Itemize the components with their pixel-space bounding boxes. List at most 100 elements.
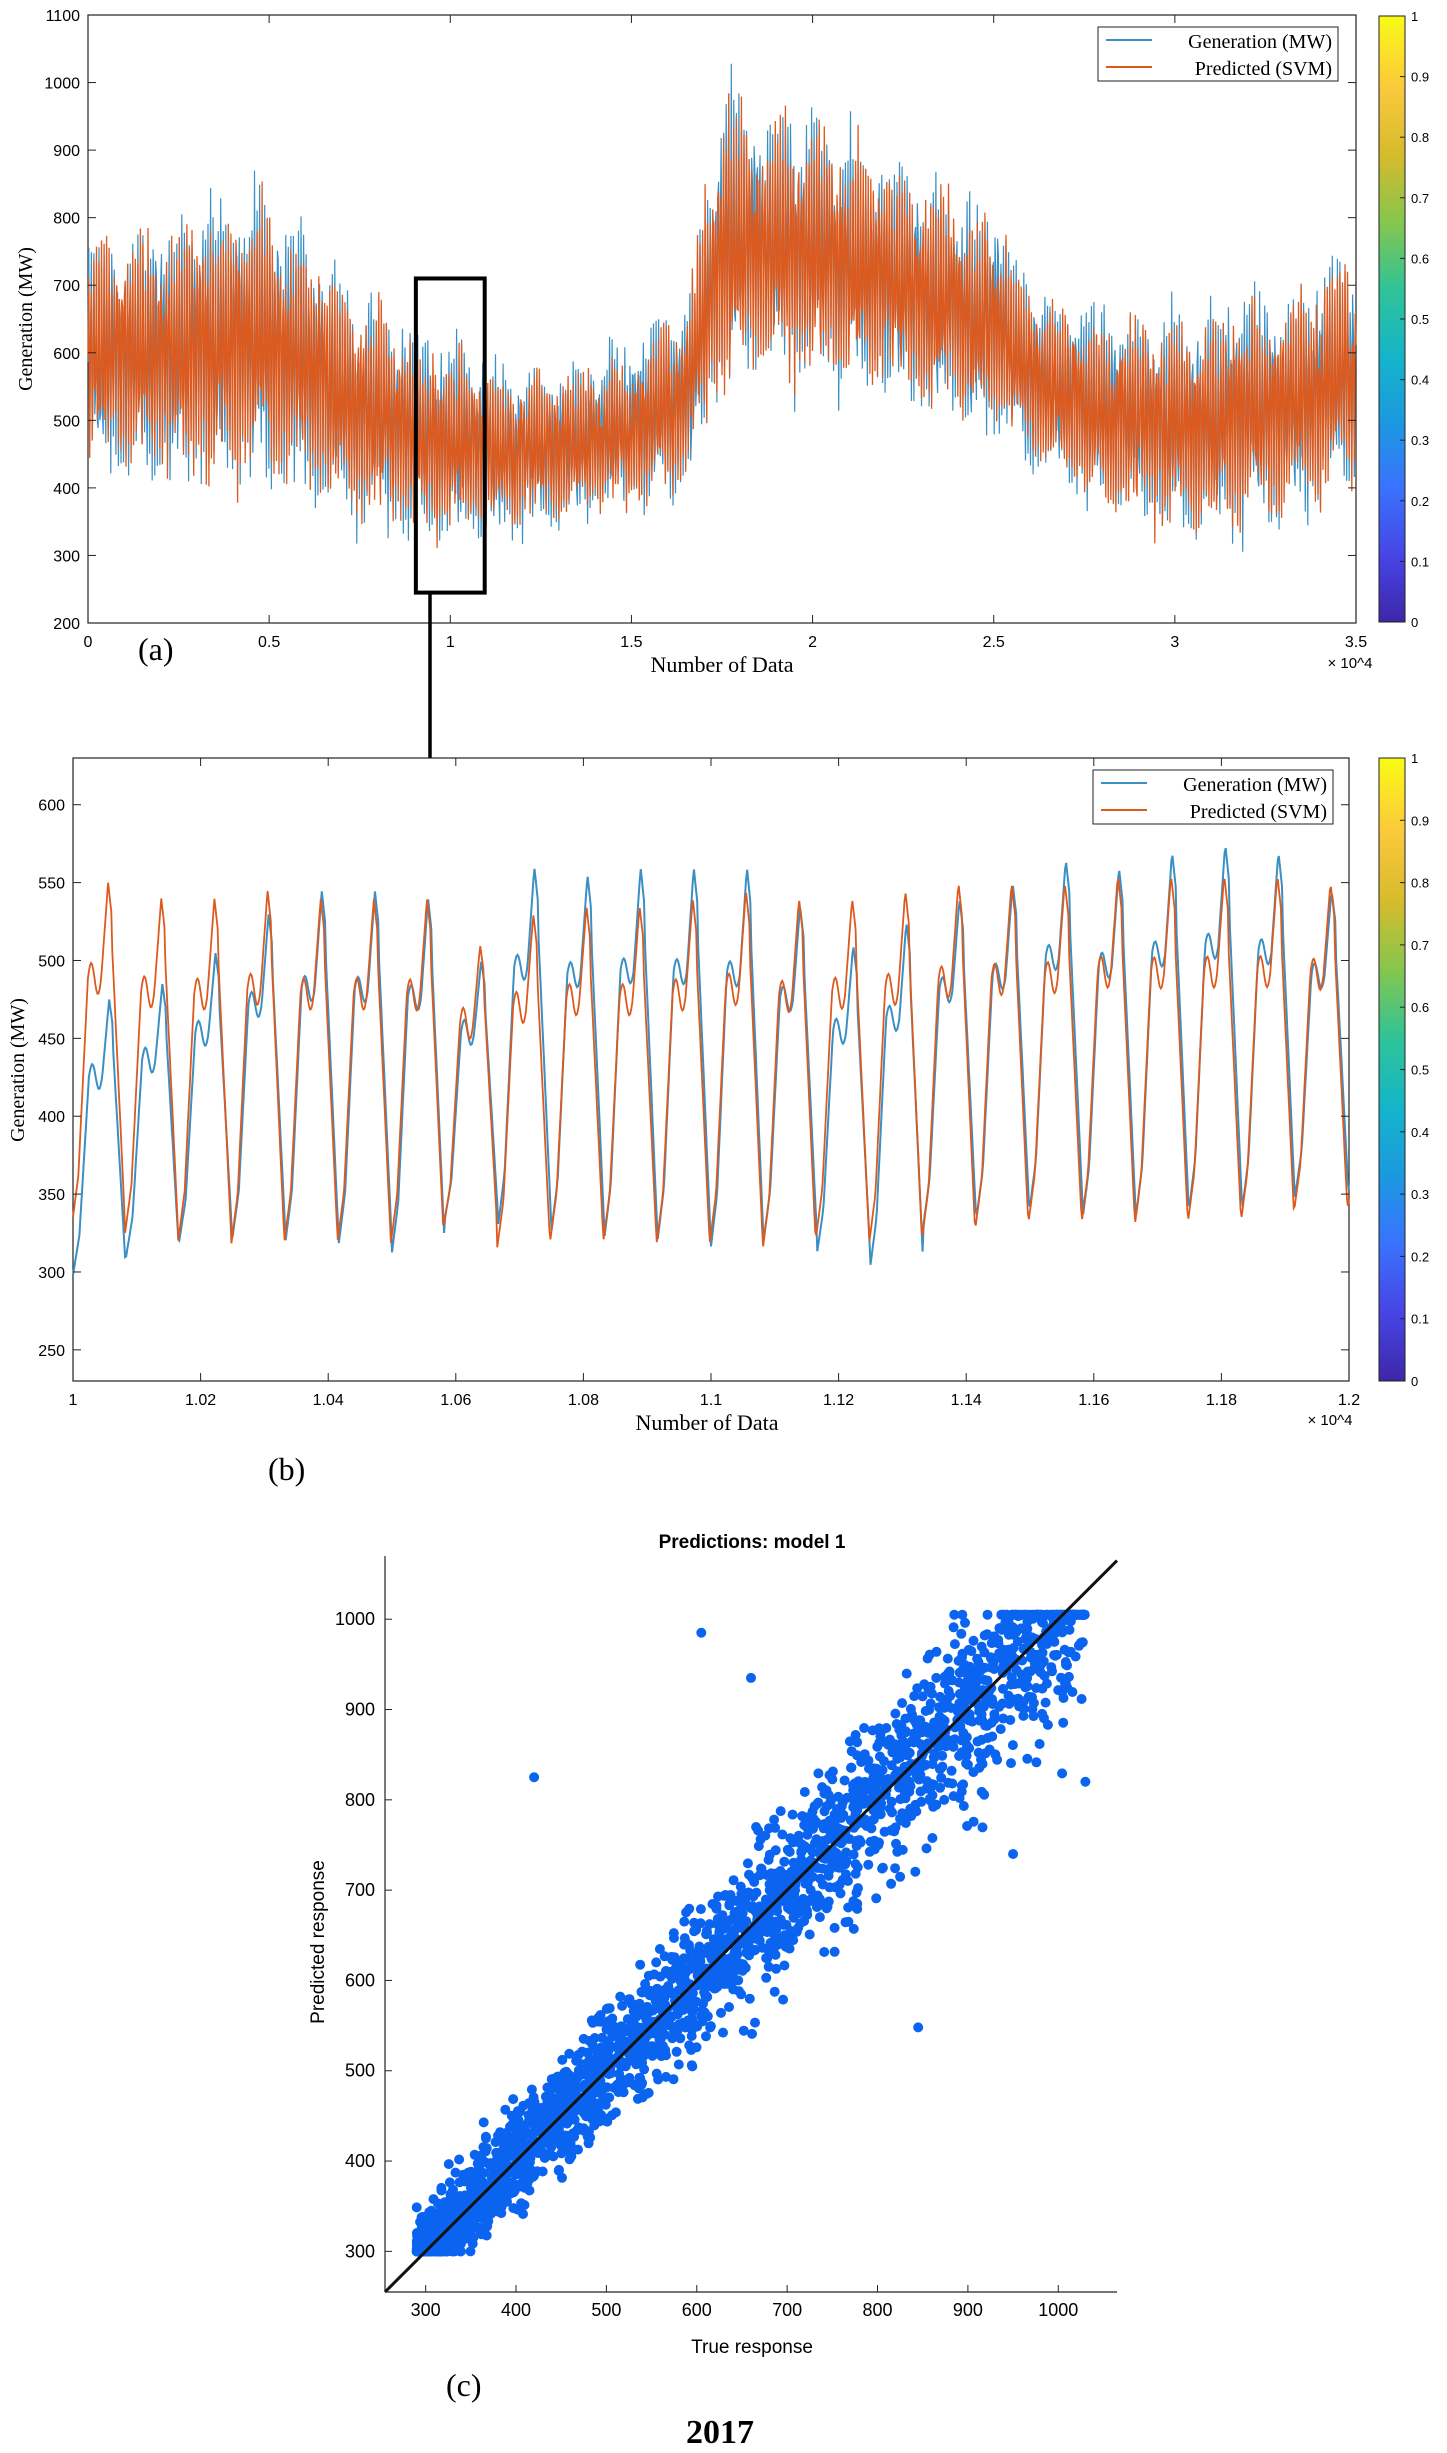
scatter-point: [704, 1919, 715, 1930]
y-tick-label: 1000: [335, 1609, 375, 1629]
scatter-point: [1022, 1753, 1033, 1764]
scatter-point: [731, 1943, 742, 1954]
scatter-point: [444, 2177, 455, 2188]
x-tick-label: 1.04: [313, 1392, 344, 1409]
colorbar-tick-label: 0.2: [1411, 1249, 1429, 1264]
scatter-point: [863, 1778, 874, 1789]
scatter-point: [554, 2073, 565, 2084]
scatter-point: [987, 1731, 998, 1742]
scatter-point: [886, 1825, 897, 1836]
scatter-point: [846, 1762, 856, 1773]
scatter-point: [744, 1931, 755, 1942]
scatter-point: [540, 2115, 551, 2125]
scatter-point: [949, 1609, 960, 1620]
scatter-point: [942, 1694, 953, 1705]
scatter-point: [840, 1917, 851, 1928]
scatter-point: [915, 1769, 926, 1780]
scatter-point: [589, 2033, 600, 2043]
scatter-point: [1059, 1644, 1070, 1655]
scatter-point: [948, 1622, 959, 1633]
scatter-point: [764, 1823, 774, 1834]
scatter-point: [498, 2134, 509, 2145]
scatter-point: [687, 2061, 698, 2072]
scatter-point: [859, 1723, 870, 1733]
scatter-point: [1033, 1650, 1044, 1661]
scatter-point: [1050, 1628, 1061, 1639]
y-tick-label: 900: [53, 143, 80, 160]
scatter-point: [467, 2184, 478, 2195]
scatter-point: [949, 1639, 960, 1650]
scatter-point: [935, 1763, 946, 1774]
scatter-point: [1022, 1623, 1033, 1634]
scatter-point: [644, 1990, 655, 2001]
scatter-point: [602, 2113, 612, 2124]
scatter-point: [804, 1929, 815, 1940]
scatter-point: [509, 2120, 520, 2131]
scatter-point: [850, 1868, 861, 1879]
y-tick-label: 300: [345, 2241, 375, 2261]
scatter-point: [1076, 1694, 1087, 1704]
scatter-point: [546, 2074, 557, 2085]
scatter-point: [906, 1811, 917, 1822]
scatter-point: [751, 1887, 762, 1898]
scatter-point: [659, 2020, 670, 2031]
colorbar-tick-label: 0: [1411, 1374, 1418, 1389]
scatter-point: [979, 1647, 990, 1658]
scatter-point: [955, 1714, 966, 1725]
scatter-point: [895, 1774, 906, 1785]
scatter-point: [973, 1747, 984, 1758]
x-tick-label: 1.18: [1206, 1392, 1237, 1409]
scatter-point: [848, 1923, 859, 1934]
scatter-point: [977, 1822, 988, 1833]
scatter-point: [586, 2100, 597, 2111]
x-tick-label: 1.02: [185, 1392, 216, 1409]
x-tick-label: 3.5: [1345, 634, 1367, 651]
colorbar-tick-label: 0.8: [1411, 130, 1429, 145]
colorbar-tick-label: 0.5: [1411, 312, 1429, 327]
scatter-point: [1058, 1717, 1069, 1728]
scatter-point: [823, 1896, 834, 1907]
x-exponent-a: × 10^4: [1328, 655, 1373, 672]
y-tick-label: 1100: [46, 8, 81, 25]
scatter-point: [796, 1846, 807, 1857]
scatter-point: [654, 1944, 665, 1954]
scatter-point: [842, 1792, 853, 1803]
scatter-point: [763, 1854, 774, 1865]
y-tick-label: 300: [38, 1265, 65, 1282]
scatter-point: [766, 1886, 777, 1897]
scatter-point: [994, 1623, 1005, 1634]
scatter-point: [895, 1813, 905, 1824]
scatter-point: [436, 2210, 447, 2221]
scatter-point: [617, 2000, 628, 2011]
scatter-point: [638, 2044, 649, 2055]
scatter-point: [679, 1916, 690, 1927]
scatter-point: [747, 2028, 757, 2039]
scatter-point: [916, 1796, 927, 1807]
scatter-point: [907, 1735, 918, 1746]
scatter-point: [960, 1617, 970, 1628]
scatter-point: [518, 2209, 528, 2219]
scatter-point: [1037, 1639, 1047, 1650]
y-tick-label: 400: [53, 481, 80, 498]
scatter-point: [800, 1902, 811, 1913]
scatter-point: [867, 1786, 878, 1797]
scatter-point: [780, 1935, 791, 1946]
y-tick-label: 450: [38, 1031, 65, 1048]
scatter-point: [956, 1628, 967, 1639]
scatter-point: [841, 1856, 852, 1867]
scatter-point: [671, 2046, 682, 2057]
scatter-point: [697, 2016, 708, 2027]
colorbar-tick-label: 0.6: [1411, 251, 1429, 266]
y-tick-label: 800: [345, 1790, 375, 1810]
scatter-point: [982, 1609, 993, 1620]
x-tick-label: 1.2: [1338, 1392, 1360, 1409]
scatter-point: [947, 1675, 958, 1686]
scatter-point: [637, 1987, 648, 1998]
x-axis-label-a: Number of Data: [651, 652, 794, 677]
scatter-point: [733, 1975, 744, 1986]
scatter-point: [872, 1741, 883, 1752]
scatter-point: [458, 2169, 469, 2180]
scatter-point: [913, 1715, 923, 1726]
scatter-point: [1039, 1713, 1049, 1724]
x-tick-label: 500: [591, 2300, 621, 2320]
